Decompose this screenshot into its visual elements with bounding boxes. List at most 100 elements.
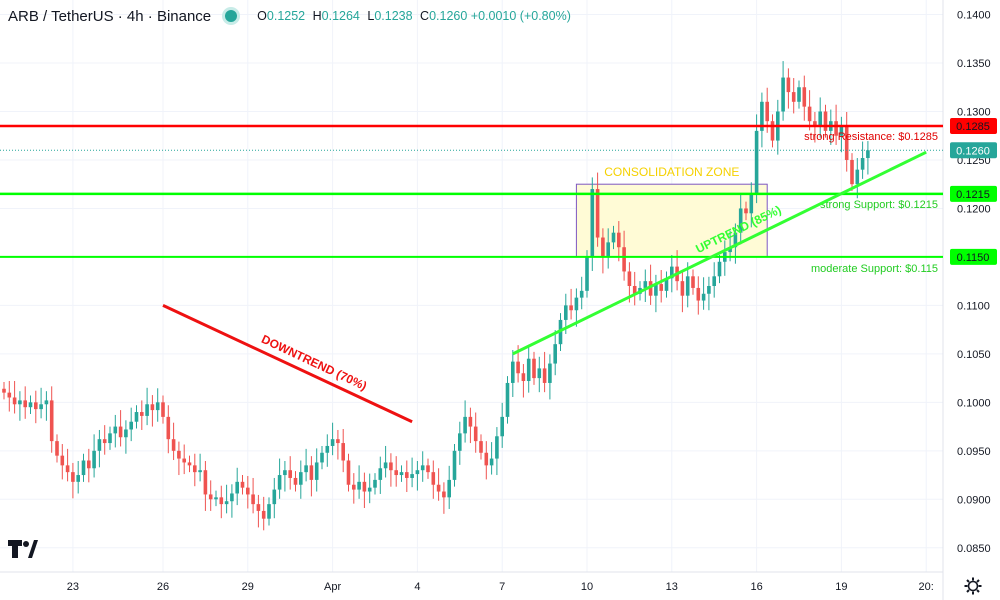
candle <box>97 429 102 468</box>
candle-body <box>304 465 308 473</box>
candle <box>341 429 345 473</box>
candle <box>230 484 234 518</box>
candle-body <box>394 470 398 476</box>
candle <box>442 482 446 514</box>
candle-body <box>97 439 102 451</box>
candle <box>484 441 489 480</box>
candle <box>791 78 796 114</box>
x-tick-label: 26 <box>157 581 169 593</box>
candle <box>595 172 600 247</box>
candle-body <box>643 281 648 288</box>
high-value: 0.1264 <box>321 9 360 23</box>
candle-body <box>537 368 542 379</box>
candle-body <box>134 412 139 422</box>
candle-body <box>585 256 589 291</box>
uptrend-line <box>512 150 927 356</box>
resistance-price-tag-text: 0.1285 <box>956 121 990 133</box>
candle <box>293 471 298 492</box>
candle <box>352 473 356 504</box>
candle <box>754 114 759 204</box>
candle-body <box>357 481 361 490</box>
candle <box>860 141 865 179</box>
y-tick-label: 0.1400 <box>957 10 991 22</box>
candle-body <box>521 373 526 382</box>
candle-body <box>579 290 584 298</box>
candle <box>378 456 383 494</box>
candle-body <box>124 429 128 438</box>
candle <box>118 410 123 447</box>
candle <box>574 288 579 327</box>
candle <box>632 271 637 306</box>
candle-body <box>601 237 605 257</box>
candle-body <box>807 106 812 122</box>
candle <box>28 395 33 414</box>
candle <box>124 420 128 454</box>
candle-body <box>272 489 277 505</box>
candle-body <box>818 111 822 127</box>
candle <box>415 460 420 491</box>
candle-body <box>866 150 870 159</box>
candle <box>744 201 748 221</box>
current-price-tag: 0.1260 <box>950 142 997 159</box>
candle <box>161 395 165 424</box>
candle-body <box>691 276 695 288</box>
candle <box>802 75 807 121</box>
candle <box>240 475 245 495</box>
candle <box>601 228 605 274</box>
candle-body <box>733 232 738 248</box>
candle <box>410 457 414 488</box>
x-tick-label: Apr <box>324 581 341 593</box>
candle-body <box>330 439 335 446</box>
candle <box>367 473 372 504</box>
x-tick-label: 23 <box>67 581 79 593</box>
candle-body <box>632 286 637 294</box>
candle-body <box>860 158 865 170</box>
candle-body <box>463 416 467 434</box>
candle <box>357 465 361 499</box>
candle-body <box>182 458 186 463</box>
candle <box>373 473 377 495</box>
candle <box>855 158 860 199</box>
x-tick-label: 29 <box>242 581 254 593</box>
candle-body <box>2 388 6 393</box>
y-tick-label: 0.1350 <box>957 58 991 70</box>
candle <box>452 444 457 487</box>
candle <box>839 116 844 153</box>
candle-body <box>44 400 49 405</box>
candle-body <box>145 404 149 416</box>
candle <box>272 477 277 519</box>
candle <box>23 386 27 419</box>
candle <box>701 277 706 310</box>
candle-body <box>850 159 854 185</box>
candle-body <box>378 468 383 480</box>
candle-body <box>468 416 473 427</box>
candle <box>256 494 261 528</box>
candle-body <box>230 493 234 502</box>
candle <box>797 80 801 109</box>
candle-body <box>680 281 685 296</box>
candle-body <box>81 460 86 476</box>
candle-body <box>786 77 791 93</box>
candle-body <box>187 462 192 466</box>
candle-body <box>791 92 796 102</box>
candle <box>193 453 197 487</box>
candle <box>60 444 65 480</box>
candle <box>203 460 208 511</box>
market-status-icon <box>225 10 238 22</box>
candle <box>521 364 526 398</box>
resistance-price-tag-bg <box>950 118 997 135</box>
symbol-title[interactable]: ARB / TetherUS · 4h · Binance <box>8 7 212 25</box>
candle-body <box>108 433 112 444</box>
candle-body <box>261 510 266 519</box>
settings-gear-icon[interactable] <box>964 577 982 595</box>
x-tick-label: 7 <box>499 581 505 593</box>
candle-body <box>65 465 70 473</box>
chart-header: ARB / TetherUS · 4h · Binance O0.1252 H0… <box>8 6 571 26</box>
low-value: 0.1238 <box>374 9 413 23</box>
tradingview-logo-icon[interactable] <box>8 538 38 560</box>
candle-body <box>839 126 844 136</box>
candle-body <box>701 293 706 301</box>
candle-body <box>855 169 860 185</box>
candle-body <box>314 462 319 480</box>
